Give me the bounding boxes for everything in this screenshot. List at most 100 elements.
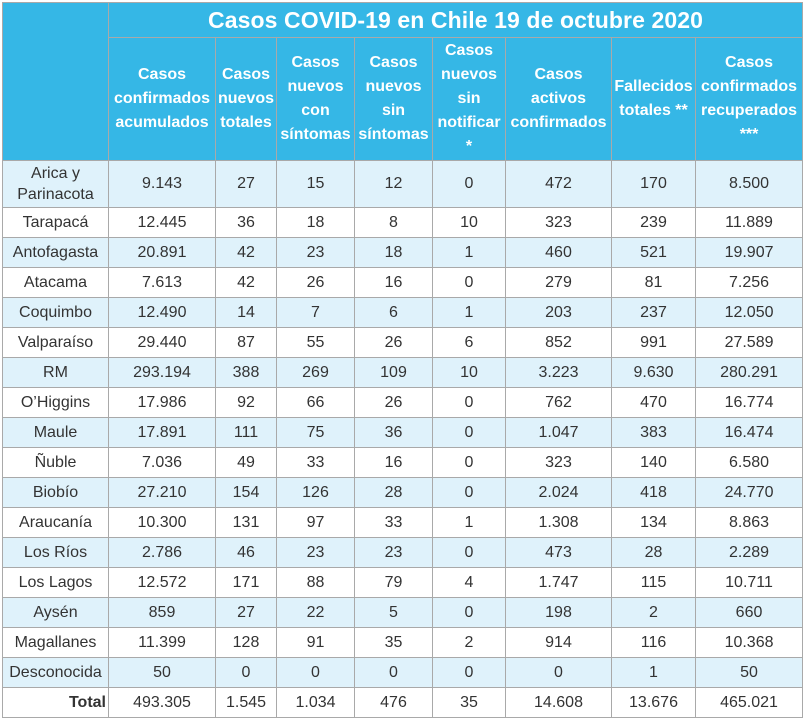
table-cell: 293.194 bbox=[108, 357, 216, 388]
table-cell: 323 bbox=[505, 447, 612, 478]
table-cell: 17.986 bbox=[108, 387, 216, 418]
table-cell: 46 bbox=[215, 537, 277, 568]
column-header: Casos nuevos sin notificar * bbox=[432, 37, 506, 161]
table-cell: 27 bbox=[215, 160, 277, 208]
table-cell: 16.774 bbox=[694, 387, 804, 418]
table-cell: 1 bbox=[432, 507, 506, 538]
table-cell: 33 bbox=[354, 507, 433, 538]
table-cell: 12.572 bbox=[108, 567, 216, 598]
table-cell: 87 bbox=[215, 327, 277, 358]
table-cell: 0 bbox=[432, 417, 506, 448]
table-cell: 521 bbox=[611, 237, 696, 268]
table-cell: 20.891 bbox=[108, 237, 216, 268]
table-cell: 28 bbox=[611, 537, 696, 568]
table-cell: 10.711 bbox=[694, 567, 804, 598]
table-body: Arica y Parinacota 9.143 27 15 12 0 472 170 8.50… bbox=[2, 160, 804, 718]
table-row: Magallanes 11.399 128 91 35 2 914 116 10.368 bbox=[2, 627, 804, 658]
region-name: O’Higgins bbox=[2, 387, 109, 418]
table-cell: 239 bbox=[611, 207, 696, 238]
table-cell: 0 bbox=[432, 537, 506, 568]
table-cell: 15 bbox=[276, 160, 355, 208]
table-cell: 1.034 bbox=[276, 687, 355, 718]
table-row: Antofagasta 20.891 42 23 18 1 460 521 19.907 bbox=[2, 237, 804, 268]
header-corner-cell bbox=[2, 2, 109, 161]
table-cell: 2.289 bbox=[694, 537, 804, 568]
table-cell: 49 bbox=[215, 447, 277, 478]
table-cell: 465.021 bbox=[694, 687, 804, 718]
region-name: Biobío bbox=[2, 477, 109, 508]
table-cell: 9.143 bbox=[108, 160, 216, 208]
table-row: RM 293.194 388 269 109 10 3.223 9.630 280.291 bbox=[2, 357, 804, 388]
table-cell: 418 bbox=[611, 477, 696, 508]
table-cell: 116 bbox=[611, 627, 696, 658]
table-cell: 6 bbox=[354, 297, 433, 328]
table-cell: 88 bbox=[276, 567, 355, 598]
table-cell: 0 bbox=[432, 597, 506, 628]
table-row: Los Ríos 2.786 46 23 23 0 473 28 2.289 bbox=[2, 537, 804, 568]
table-cell: 42 bbox=[215, 267, 277, 298]
table-cell: 2.786 bbox=[108, 537, 216, 568]
table-cell: 0 bbox=[505, 657, 612, 688]
table-cell: 493.305 bbox=[108, 687, 216, 718]
table-cell: 97 bbox=[276, 507, 355, 538]
table-row: Tarapacá 12.445 36 18 8 10 323 239 11.889 bbox=[2, 207, 804, 238]
column-header: Fallecidos totales ** bbox=[611, 37, 696, 161]
table-cell: 1.545 bbox=[215, 687, 277, 718]
table-row: Arica y Parinacota 9.143 27 15 12 0 472 170 8.50… bbox=[2, 160, 804, 208]
covid-cases-table: Casos COVID-19 en Chile 19 de octubre 20… bbox=[2, 2, 804, 718]
table-cell: 26 bbox=[276, 267, 355, 298]
table-cell: 470 bbox=[611, 387, 696, 418]
column-header: Casos nuevos sin síntomas bbox=[354, 37, 433, 161]
table-row: Desconocida 50 0 0 0 0 0 1 50 bbox=[2, 657, 804, 688]
table-cell: 660 bbox=[694, 597, 804, 628]
table-title: Casos COVID-19 en Chile 19 de octubre 20… bbox=[107, 2, 804, 38]
table-cell: 10.368 bbox=[694, 627, 804, 658]
table-cell: 26 bbox=[354, 327, 433, 358]
table-cell: 279 bbox=[505, 267, 612, 298]
table-cell: 27.210 bbox=[108, 477, 216, 508]
table-cell: 12.490 bbox=[108, 297, 216, 328]
table-cell: 23 bbox=[276, 537, 355, 568]
table-cell: 18 bbox=[354, 237, 433, 268]
table-cell: 3.223 bbox=[505, 357, 612, 388]
table-cell: 472 bbox=[505, 160, 612, 208]
table-cell: 1 bbox=[432, 297, 506, 328]
table-cell: 237 bbox=[611, 297, 696, 328]
region-name: Ñuble bbox=[2, 447, 109, 478]
table-cell: 460 bbox=[505, 237, 612, 268]
table-cell: 126 bbox=[276, 477, 355, 508]
table-cell: 111 bbox=[215, 417, 277, 448]
table-cell: 383 bbox=[611, 417, 696, 448]
table-cell: 75 bbox=[276, 417, 355, 448]
region-name: RM bbox=[2, 357, 109, 388]
table-cell: 6 bbox=[432, 327, 506, 358]
table-row: Aysén 859 27 22 5 0 198 2 660 bbox=[2, 597, 804, 628]
table-cell: 0 bbox=[432, 447, 506, 478]
table-cell: 55 bbox=[276, 327, 355, 358]
table-cell: 154 bbox=[215, 477, 277, 508]
table-cell: 269 bbox=[276, 357, 355, 388]
table-cell: 91 bbox=[276, 627, 355, 658]
table-row: Araucanía 10.300 131 97 33 1 1.308 134 8.863 bbox=[2, 507, 804, 538]
region-name: Arica y Parinacota bbox=[2, 160, 109, 208]
column-header: Casos activos confirmados bbox=[505, 37, 612, 161]
table-cell: 109 bbox=[354, 357, 433, 388]
table-cell: 27.589 bbox=[694, 327, 804, 358]
table-cell: 0 bbox=[432, 267, 506, 298]
table-cell: 11.399 bbox=[108, 627, 216, 658]
table-cell: 35 bbox=[432, 687, 506, 718]
table-row: Ñuble 7.036 49 33 16 0 323 140 6.580 bbox=[2, 447, 804, 478]
table-cell: 16 bbox=[354, 447, 433, 478]
table-cell: 991 bbox=[611, 327, 696, 358]
table-cell: 22 bbox=[276, 597, 355, 628]
table-cell: 131 bbox=[215, 507, 277, 538]
table-cell: 10 bbox=[432, 207, 506, 238]
table-cell: 852 bbox=[505, 327, 612, 358]
table-cell: 81 bbox=[611, 267, 696, 298]
table-cell: 2 bbox=[611, 597, 696, 628]
table-cell: 171 bbox=[215, 567, 277, 598]
table-cell: 323 bbox=[505, 207, 612, 238]
region-name: Desconocida bbox=[2, 657, 109, 688]
table-row: Valparaíso 29.440 87 55 26 6 852 991 27.589 bbox=[2, 327, 804, 358]
region-name: Araucanía bbox=[2, 507, 109, 538]
